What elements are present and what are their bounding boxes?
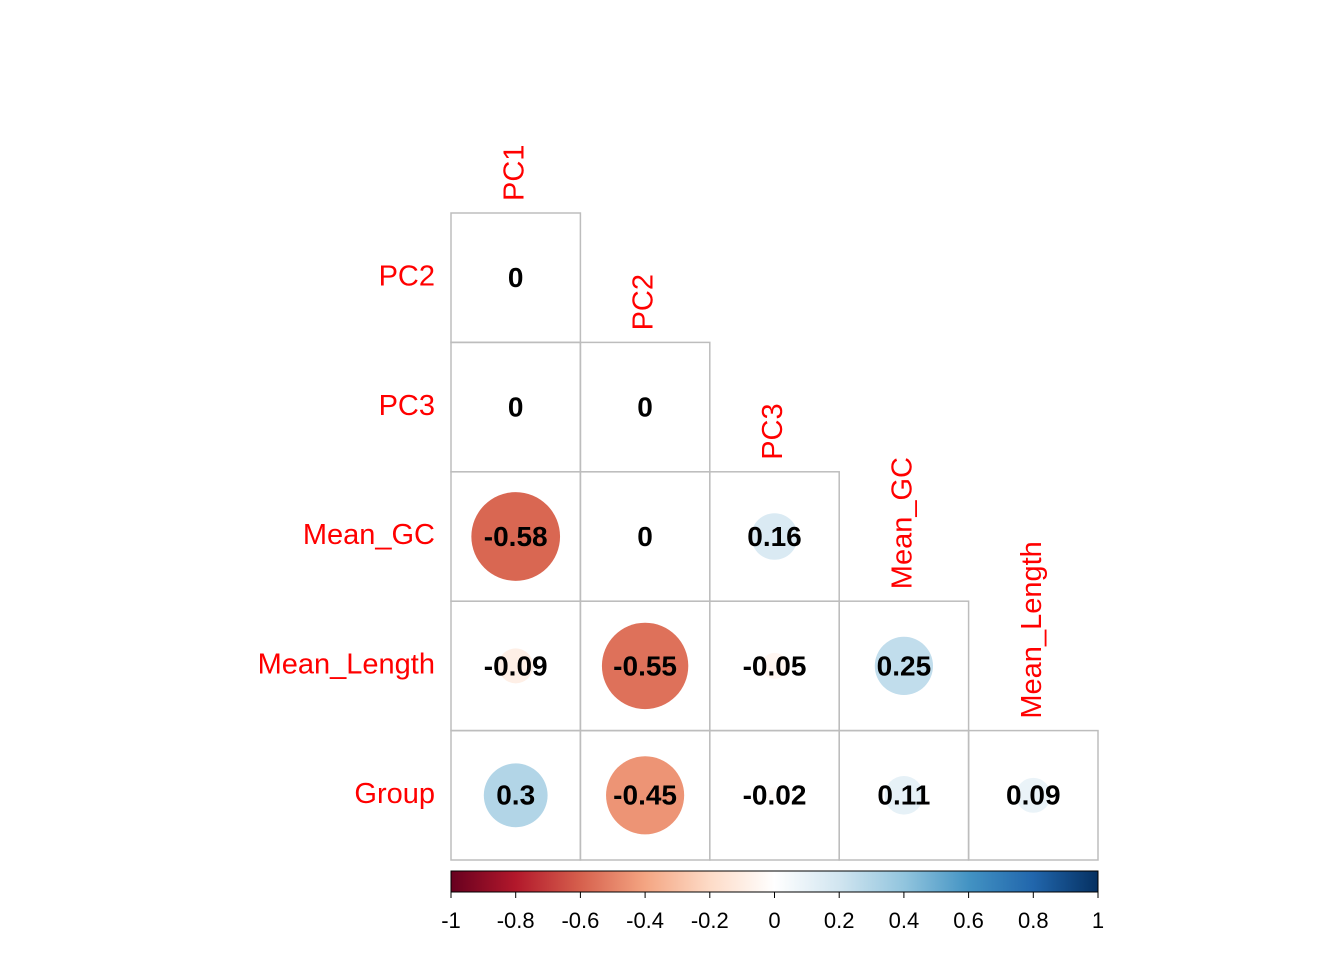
value-label: 0 [637,521,653,552]
value-label: -0.05 [743,650,807,681]
value-label: 0.25 [877,650,932,681]
row-label: Mean_GC [303,519,435,551]
column-label: Mean_Length [1016,541,1048,718]
row-label: Mean_Length [258,649,435,681]
value-label: 0 [508,391,524,422]
value-label: 0.09 [1006,780,1061,811]
value-label: 0.16 [747,521,802,552]
value-label: 0.3 [496,780,535,811]
value-label: -0.45 [613,780,677,811]
value-label: 0 [637,391,653,422]
colorbar-tick-label: -0.4 [626,908,664,933]
colorbar-tick-label: -0.6 [561,908,599,933]
corr-circle [1015,777,1051,813]
corr-circle [766,787,783,804]
colorbar-tick-label: -0.2 [691,908,729,933]
corr-circle [884,775,924,815]
corr-circle [471,492,561,581]
corr-circle [874,636,934,696]
column-label: PC3 [757,403,789,459]
value-label: 0 [508,262,524,293]
colorbar-tick-label: -0.8 [497,908,535,933]
value-label: 0.11 [877,780,930,811]
colorbar-tick-label: 0 [768,908,780,933]
row-label: Group [354,778,435,810]
cell [967,729,1099,861]
colorbar [450,870,1099,893]
colorbar-tick-label: 0.8 [1018,908,1049,933]
corr-circle [483,763,548,828]
colorbar-tick-label: 0.2 [824,908,855,933]
column-label: PC1 [498,145,530,201]
corr-circle [601,622,689,710]
colorbar-tick-label: -1 [441,908,461,933]
value-label: -0.55 [613,650,677,681]
corr-circle [498,648,534,684]
corr-circle [761,652,788,679]
colorbar-tick-label: 0.4 [889,908,920,933]
column-label: PC2 [628,274,660,330]
row-label: PC2 [379,260,435,292]
row-label: PC3 [379,390,435,422]
colorbar-tick-label: 1 [1092,908,1104,933]
corr-circle [606,756,685,835]
value-label: -0.09 [484,650,548,681]
value-label: -0.58 [484,521,548,552]
corr-circle [751,513,798,560]
colorbar-tick-label: 0.6 [953,908,984,933]
value-label: -0.02 [743,780,807,811]
column-label: Mean_GC [887,457,919,589]
